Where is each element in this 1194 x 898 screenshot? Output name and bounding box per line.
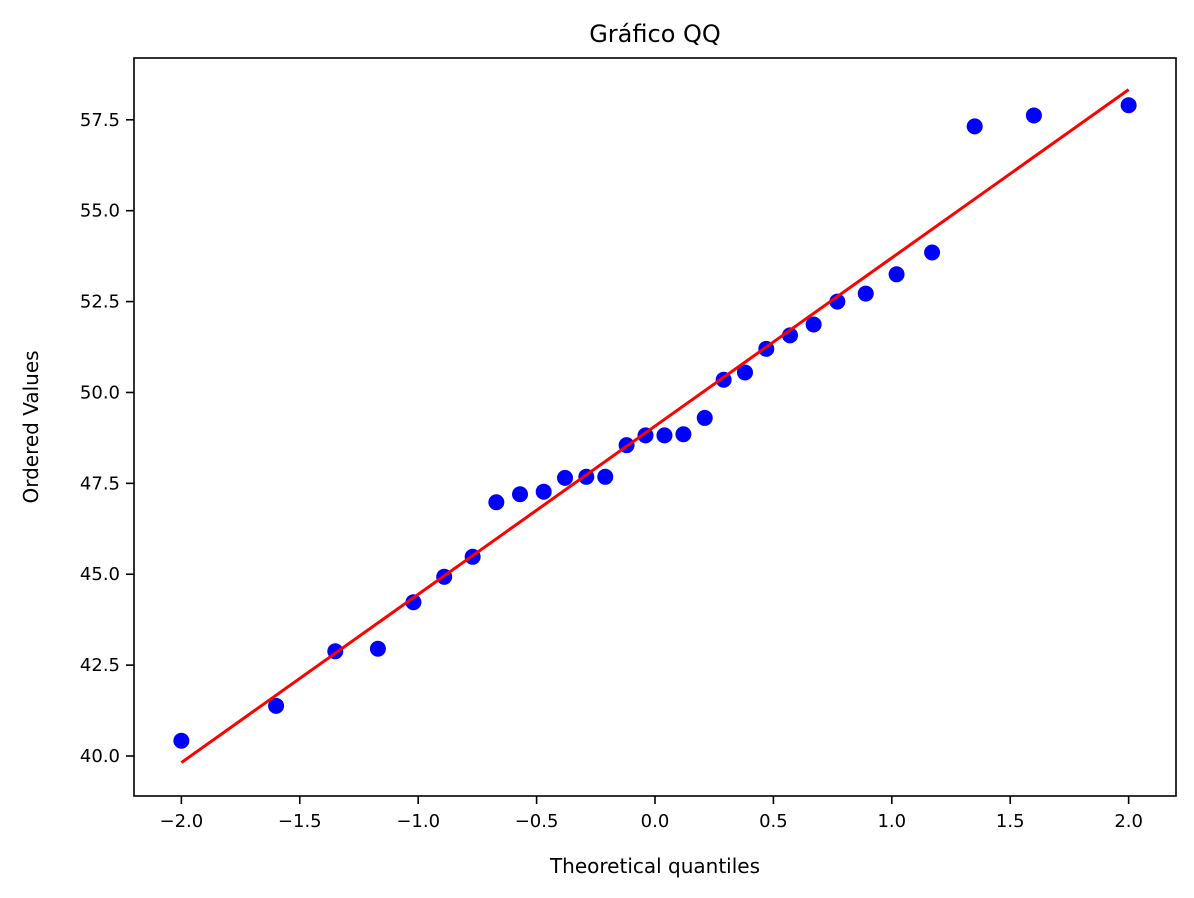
- data-point: [173, 732, 190, 749]
- data-point: [675, 426, 692, 443]
- data-point: [924, 244, 941, 261]
- y-tick-label: 45.0: [80, 564, 120, 585]
- data-point: [736, 364, 753, 381]
- data-point: [405, 594, 422, 611]
- data-point: [888, 266, 905, 283]
- y-tick-label: 40.0: [80, 746, 120, 767]
- data-point: [1120, 97, 1137, 114]
- data-point: [966, 118, 983, 135]
- data-point: [656, 427, 673, 444]
- x-axis-title: Theoretical quantiles: [549, 854, 760, 878]
- x-tick-label: 1.5: [996, 811, 1025, 832]
- y-tick-label: 55.0: [80, 201, 120, 222]
- data-point: [512, 486, 529, 503]
- y-axis-title: Ordered Values: [19, 350, 43, 503]
- chart-title: Gráfico QQ: [589, 20, 721, 48]
- x-tick-label: −1.0: [396, 811, 440, 832]
- x-tick-label: 2.0: [1114, 811, 1143, 832]
- x-tick-label: 0.5: [759, 811, 788, 832]
- y-tick-label: 42.5: [80, 655, 120, 676]
- data-point: [696, 409, 713, 426]
- plot-layer: [173, 88, 1137, 764]
- y-tick-label: 52.5: [80, 292, 120, 313]
- x-tick-label: 0.0: [641, 811, 670, 832]
- data-point: [369, 640, 386, 657]
- data-point: [597, 468, 614, 485]
- y-tick-label: 47.5: [80, 473, 120, 494]
- fit-line: [180, 88, 1130, 764]
- data-point: [268, 697, 285, 714]
- data-point: [488, 494, 505, 511]
- data-point: [1025, 107, 1042, 124]
- y-tick-label: 57.5: [80, 110, 120, 131]
- y-tick-label: 50.0: [80, 382, 120, 403]
- x-tick-label: −1.5: [278, 811, 322, 832]
- x-tick-label: −2.0: [160, 811, 204, 832]
- y-axis-ticks: 40.0 42.5 45.0 47.5 50.0 52.5 55.0 57.5: [80, 110, 134, 767]
- data-point: [535, 483, 552, 500]
- data-point: [557, 469, 574, 486]
- x-tick-label: −0.5: [515, 811, 559, 832]
- data-point: [857, 285, 874, 302]
- x-tick-label: 1.0: [877, 811, 906, 832]
- data-point: [805, 316, 822, 333]
- x-axis-ticks: −2.0 −1.5 −1.0 −0.5 0.0 0.5 1.0 1.5 2.0: [160, 796, 1143, 832]
